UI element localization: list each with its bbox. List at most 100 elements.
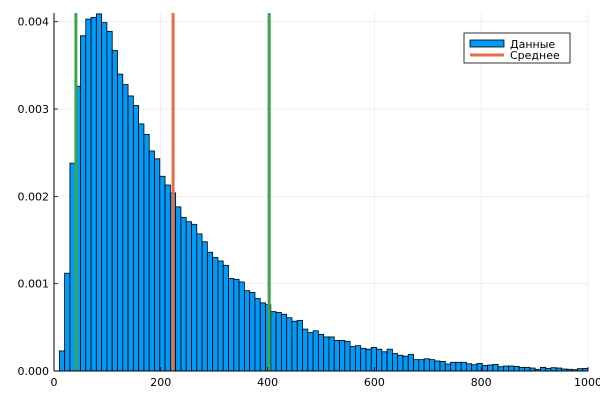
histogram-bar xyxy=(509,366,514,371)
histogram-bar xyxy=(387,349,392,371)
histogram-bar xyxy=(355,346,360,371)
histogram-bar xyxy=(303,329,308,371)
histogram-bar xyxy=(503,366,508,371)
histogram-bar xyxy=(176,207,181,371)
histogram-bar xyxy=(128,96,133,371)
histogram-bar xyxy=(117,74,122,371)
histogram-bar xyxy=(366,349,371,371)
histogram-bar xyxy=(429,360,434,371)
histogram-bar xyxy=(371,347,376,371)
histogram-bar xyxy=(154,159,159,371)
histogram-bar xyxy=(197,234,202,371)
histogram-bar xyxy=(514,366,519,371)
histogram-bar xyxy=(213,257,218,371)
histogram-bar xyxy=(334,340,339,371)
histogram-bar xyxy=(244,291,249,371)
histogram-bar xyxy=(96,14,101,371)
histogram-bar xyxy=(498,367,503,371)
x-tick-label: 1000 xyxy=(574,376,600,389)
histogram-bar xyxy=(223,265,228,371)
histogram-bar xyxy=(472,365,477,371)
x-tick-label: 200 xyxy=(150,376,171,389)
histogram-bar xyxy=(276,312,281,371)
histogram-bar xyxy=(59,351,64,371)
histogram-bar xyxy=(403,356,408,371)
legend: Данные Среднее xyxy=(464,33,570,63)
histogram-bar xyxy=(186,222,191,371)
histogram-bar xyxy=(408,354,413,371)
histogram-bar xyxy=(250,292,255,371)
histogram-bar xyxy=(493,364,498,371)
histogram-bar xyxy=(345,341,350,371)
histogram-bar xyxy=(308,333,313,371)
histogram-bar xyxy=(340,340,345,371)
histogram-bar xyxy=(255,299,260,371)
histogram-bar xyxy=(392,354,397,371)
histogram-bar xyxy=(260,303,265,371)
histogram-bar xyxy=(165,185,170,371)
histogram-bar xyxy=(466,364,471,371)
histogram-bar xyxy=(139,124,144,371)
histogram-bar xyxy=(160,176,165,371)
histogram-bar xyxy=(382,352,387,371)
histogram-bar xyxy=(329,337,334,371)
histogram-bars xyxy=(59,14,588,371)
histogram-bar xyxy=(318,334,323,371)
histogram-bar xyxy=(525,367,530,371)
histogram-bar xyxy=(350,347,355,371)
histogram-bar xyxy=(281,314,286,371)
histogram-bar xyxy=(181,217,186,371)
histogram-bar xyxy=(377,349,382,371)
histogram-bar xyxy=(239,282,244,371)
histogram-bar xyxy=(398,355,403,371)
histogram-bar xyxy=(424,359,429,371)
histogram-bar xyxy=(207,252,212,371)
histogram-bar xyxy=(202,242,207,371)
histogram-bar xyxy=(456,362,461,371)
histogram-bar xyxy=(80,36,85,371)
histogram-bar xyxy=(218,261,223,371)
histogram-bar xyxy=(445,364,450,371)
x-tick-label: 0 xyxy=(51,376,58,389)
histogram-bar xyxy=(519,367,524,371)
histogram-bar xyxy=(361,348,366,371)
histogram-bar xyxy=(482,365,487,371)
y-tick-label: 0.004 xyxy=(18,16,50,29)
histogram-bar xyxy=(313,331,318,371)
histogram-bar xyxy=(292,321,297,371)
y-tick-label: 0.002 xyxy=(18,190,50,203)
histogram-bar xyxy=(102,23,107,371)
histogram-bar xyxy=(229,278,234,371)
histogram-bar xyxy=(234,279,239,371)
histogram-bar xyxy=(123,85,128,371)
histogram-bar xyxy=(192,224,197,371)
histogram-bar xyxy=(133,106,138,371)
histogram-bar xyxy=(461,362,466,371)
legend-label-mean: Среднее xyxy=(510,49,560,62)
histogram-bar xyxy=(419,360,424,371)
y-tick-label: 0.003 xyxy=(18,103,50,116)
histogram-bar xyxy=(324,337,329,371)
histogram-bar xyxy=(144,134,149,371)
y-tick-label: 0.000 xyxy=(18,365,50,378)
histogram-bar xyxy=(297,320,302,371)
histogram-bar xyxy=(440,361,445,371)
histogram-bar xyxy=(149,151,154,371)
histogram-bar xyxy=(451,362,456,371)
legend-patch-data xyxy=(470,40,504,47)
x-tick-label: 600 xyxy=(364,376,385,389)
histogram-bar xyxy=(435,361,440,371)
histogram-bar xyxy=(414,360,419,371)
x-tick-label: 400 xyxy=(257,376,278,389)
histogram-bar xyxy=(540,367,545,371)
histogram-bar xyxy=(65,273,70,371)
y-tick-label: 0.001 xyxy=(18,278,50,291)
histogram-bar xyxy=(271,312,276,371)
histogram-bar xyxy=(107,31,112,371)
histogram-bar xyxy=(488,365,493,371)
histogram-bar xyxy=(287,318,292,371)
histogram-bar xyxy=(86,19,91,371)
x-tick-label: 800 xyxy=(471,376,492,389)
histogram-bar xyxy=(112,51,117,371)
